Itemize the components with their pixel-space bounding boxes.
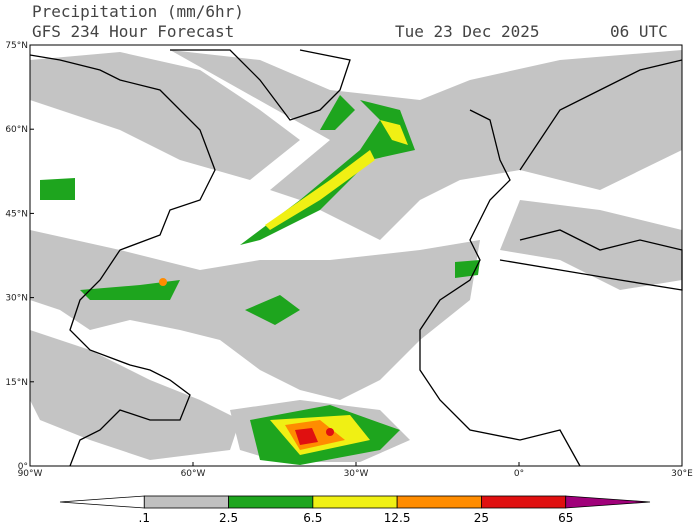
subtitle: GFS 234 Hour Forecast [32, 22, 234, 41]
lon-label: 30°E [671, 469, 693, 479]
colorbar-label: 65 [558, 511, 573, 525]
lon-label: 0° [514, 469, 524, 479]
lat-label: 75°N [5, 41, 28, 51]
colorbar-swatch [228, 495, 314, 509]
title: Precipitation (mm/6hr) [32, 2, 244, 21]
lat-label: 15°N [5, 378, 28, 388]
time: 06 UTC [610, 22, 668, 41]
colorbar-label: 12.5 [384, 511, 411, 525]
colorbar-swatch [312, 495, 398, 509]
date: Tue 23 Dec 2025 [395, 22, 540, 41]
colorbar-label: 25 [474, 511, 489, 525]
lon-label: 90°W [18, 469, 43, 479]
map-ticks: 75°N60°N45°N30°N15°N0°90°W 60°W 30°W 0° 30°E [5, 41, 693, 479]
lat-label: 30°N [5, 294, 28, 304]
colorbar-label: .1 [139, 511, 150, 525]
precip-extreme [295, 428, 334, 445]
lat-label: 0° [18, 462, 28, 472]
colorbar-swatch [396, 495, 482, 509]
colorbar-swatch [481, 495, 567, 509]
colorbar: .1 2.5 6.5 12.5 25 65 [59, 495, 651, 525]
lat-label: 60°N [5, 125, 28, 135]
colorbar-end [59, 495, 145, 509]
lon-label: 60°W [181, 469, 206, 479]
map [29, 44, 683, 467]
colorbar-swatch [143, 495, 229, 509]
colorbar-label: 2.5 [219, 511, 238, 525]
colorbar-end [565, 495, 651, 509]
colorbar-label: 6.5 [303, 511, 322, 525]
lon-label: 30°W [344, 469, 369, 479]
lat-label: 45°N [5, 209, 28, 219]
coastlines [29, 49, 683, 467]
